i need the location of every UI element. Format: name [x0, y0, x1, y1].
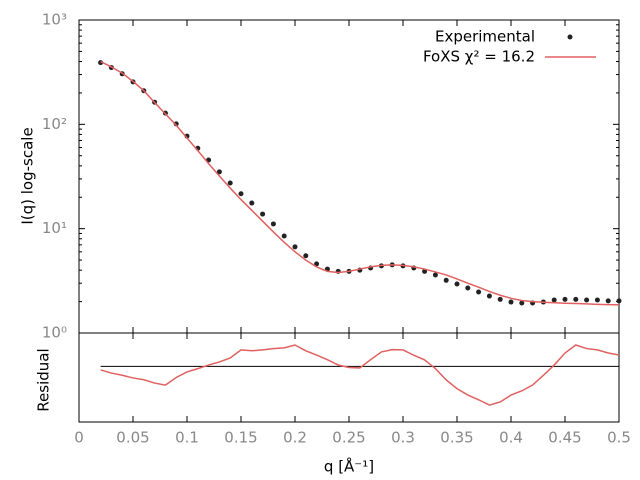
data-point [249, 200, 255, 206]
y-axis-label: I(q) log-scale [19, 127, 37, 224]
y-tick-label: 10³ [42, 11, 67, 29]
data-point [216, 169, 222, 175]
data-point [551, 297, 557, 303]
data-point [314, 261, 320, 267]
x-tick-label: 0 [74, 429, 84, 447]
data-point [227, 180, 233, 186]
x-tick-label: 0.1 [175, 429, 199, 447]
y-tick-label: 10² [42, 115, 67, 133]
data-point [486, 293, 492, 299]
data-point [584, 297, 590, 303]
data-point [270, 221, 276, 227]
data-point [519, 300, 525, 306]
data-point [497, 296, 503, 302]
data-point [303, 253, 309, 259]
data-point [432, 272, 438, 278]
data-point [605, 298, 611, 304]
data-point [616, 298, 622, 304]
x-tick-label: 0.05 [116, 429, 149, 447]
x-tick-label: 0.45 [548, 429, 581, 447]
data-point [260, 211, 266, 217]
data-point [476, 289, 482, 295]
data-point [281, 233, 287, 239]
x-tick-label: 0.35 [440, 429, 473, 447]
residual-label: Residual [35, 348, 53, 411]
x-tick-label: 0.25 [332, 429, 365, 447]
data-point [454, 281, 460, 287]
legend-label: FoXS χ² = 16.2 [423, 48, 535, 66]
data-point [465, 285, 471, 291]
y-tick-label: 10¹ [42, 219, 67, 237]
x-tick-label: 0.15 [224, 429, 257, 447]
data-point [594, 297, 600, 303]
x-axis-label: q [Å⁻¹] [324, 457, 374, 476]
data-point [443, 277, 449, 283]
plot-frame [78, 19, 620, 334]
data-line [100, 344, 620, 406]
data-line [100, 60, 620, 306]
data-point [508, 299, 514, 305]
data-point [562, 296, 568, 302]
legend-label: Experimental [435, 28, 535, 46]
data-point [173, 121, 179, 127]
data-point [292, 244, 298, 250]
x-tick-label: 0.4 [499, 429, 523, 447]
y-tick-label: 10⁰ [42, 324, 67, 342]
legend-marker [567, 34, 573, 40]
data-point [238, 191, 244, 197]
data-point [573, 296, 579, 302]
x-tick-label: 0.3 [391, 429, 415, 447]
plot-frame [78, 332, 620, 423]
x-tick-label: 0.2 [283, 429, 307, 447]
x-tick-label: 0.5 [607, 429, 631, 447]
